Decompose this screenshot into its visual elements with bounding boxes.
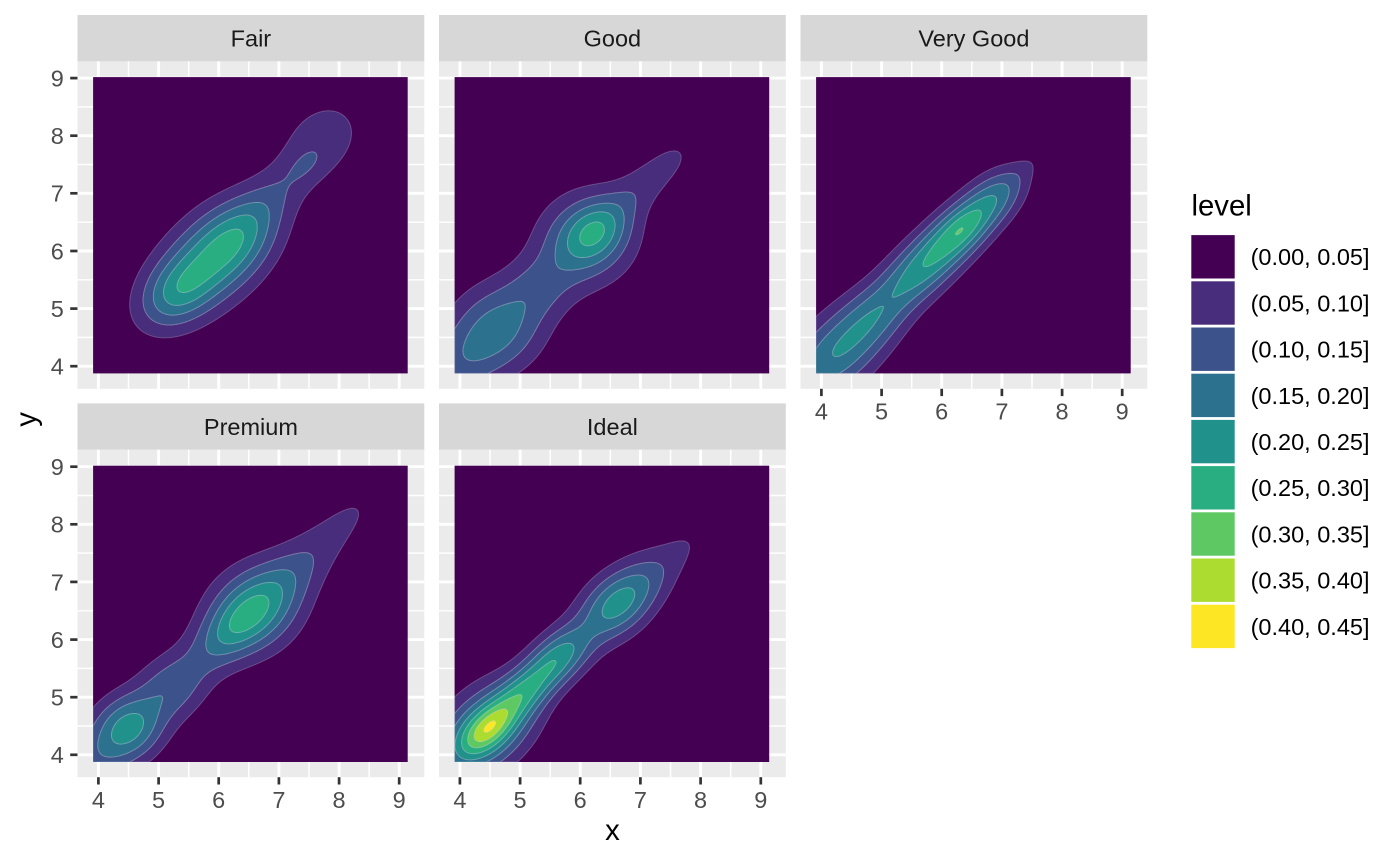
svg-text:9: 9 [393, 787, 406, 813]
svg-text:7: 7 [51, 569, 64, 595]
svg-text:Very Good: Very Good [918, 26, 1029, 52]
svg-text:(0.30, 0.35]: (0.30, 0.35] [1251, 521, 1370, 547]
svg-text:5: 5 [514, 787, 527, 813]
svg-text:(0.40, 0.45]: (0.40, 0.45] [1251, 614, 1370, 640]
svg-text:Fair: Fair [231, 26, 272, 52]
svg-text:4: 4 [92, 787, 105, 813]
svg-text:6: 6 [51, 627, 64, 653]
svg-text:(0.20, 0.25]: (0.20, 0.25] [1251, 429, 1370, 455]
svg-text:5: 5 [875, 399, 888, 425]
svg-text:8: 8 [51, 512, 64, 538]
svg-text:7: 7 [634, 787, 647, 813]
svg-text:9: 9 [1116, 399, 1129, 425]
svg-text:(0.05, 0.10]: (0.05, 0.10] [1251, 290, 1370, 316]
svg-text:7: 7 [272, 787, 285, 813]
svg-text:8: 8 [51, 123, 64, 149]
svg-text:8: 8 [333, 787, 346, 813]
svg-text:8: 8 [1056, 399, 1069, 425]
svg-text:4: 4 [51, 354, 64, 380]
svg-text:(0.10, 0.15]: (0.10, 0.15] [1251, 337, 1370, 363]
svg-text:6: 6 [212, 787, 225, 813]
svg-text:(0.15, 0.20]: (0.15, 0.20] [1251, 383, 1370, 409]
svg-text:4: 4 [51, 742, 64, 768]
svg-text:x: x [605, 814, 620, 847]
svg-text:9: 9 [51, 454, 64, 480]
svg-text:5: 5 [152, 787, 165, 813]
svg-text:8: 8 [694, 787, 707, 813]
svg-text:5: 5 [51, 296, 64, 322]
svg-text:5: 5 [51, 685, 64, 711]
svg-text:7: 7 [995, 399, 1008, 425]
svg-text:level: level [1192, 190, 1252, 223]
svg-text:(0.25, 0.30]: (0.25, 0.30] [1251, 475, 1370, 501]
svg-text:y: y [10, 412, 43, 427]
svg-text:6: 6 [574, 787, 587, 813]
svg-text:(0.35, 0.40]: (0.35, 0.40] [1251, 568, 1370, 594]
svg-text:Ideal: Ideal [587, 414, 638, 440]
svg-text:9: 9 [754, 787, 767, 813]
svg-text:Good: Good [584, 26, 642, 52]
svg-text:(0.00, 0.05]: (0.00, 0.05] [1251, 244, 1370, 270]
svg-text:9: 9 [51, 66, 64, 92]
svg-text:6: 6 [51, 238, 64, 264]
svg-text:7: 7 [51, 181, 64, 207]
svg-text:6: 6 [935, 399, 948, 425]
svg-text:4: 4 [815, 399, 828, 425]
svg-text:Premium: Premium [204, 414, 298, 440]
svg-text:4: 4 [453, 787, 466, 813]
